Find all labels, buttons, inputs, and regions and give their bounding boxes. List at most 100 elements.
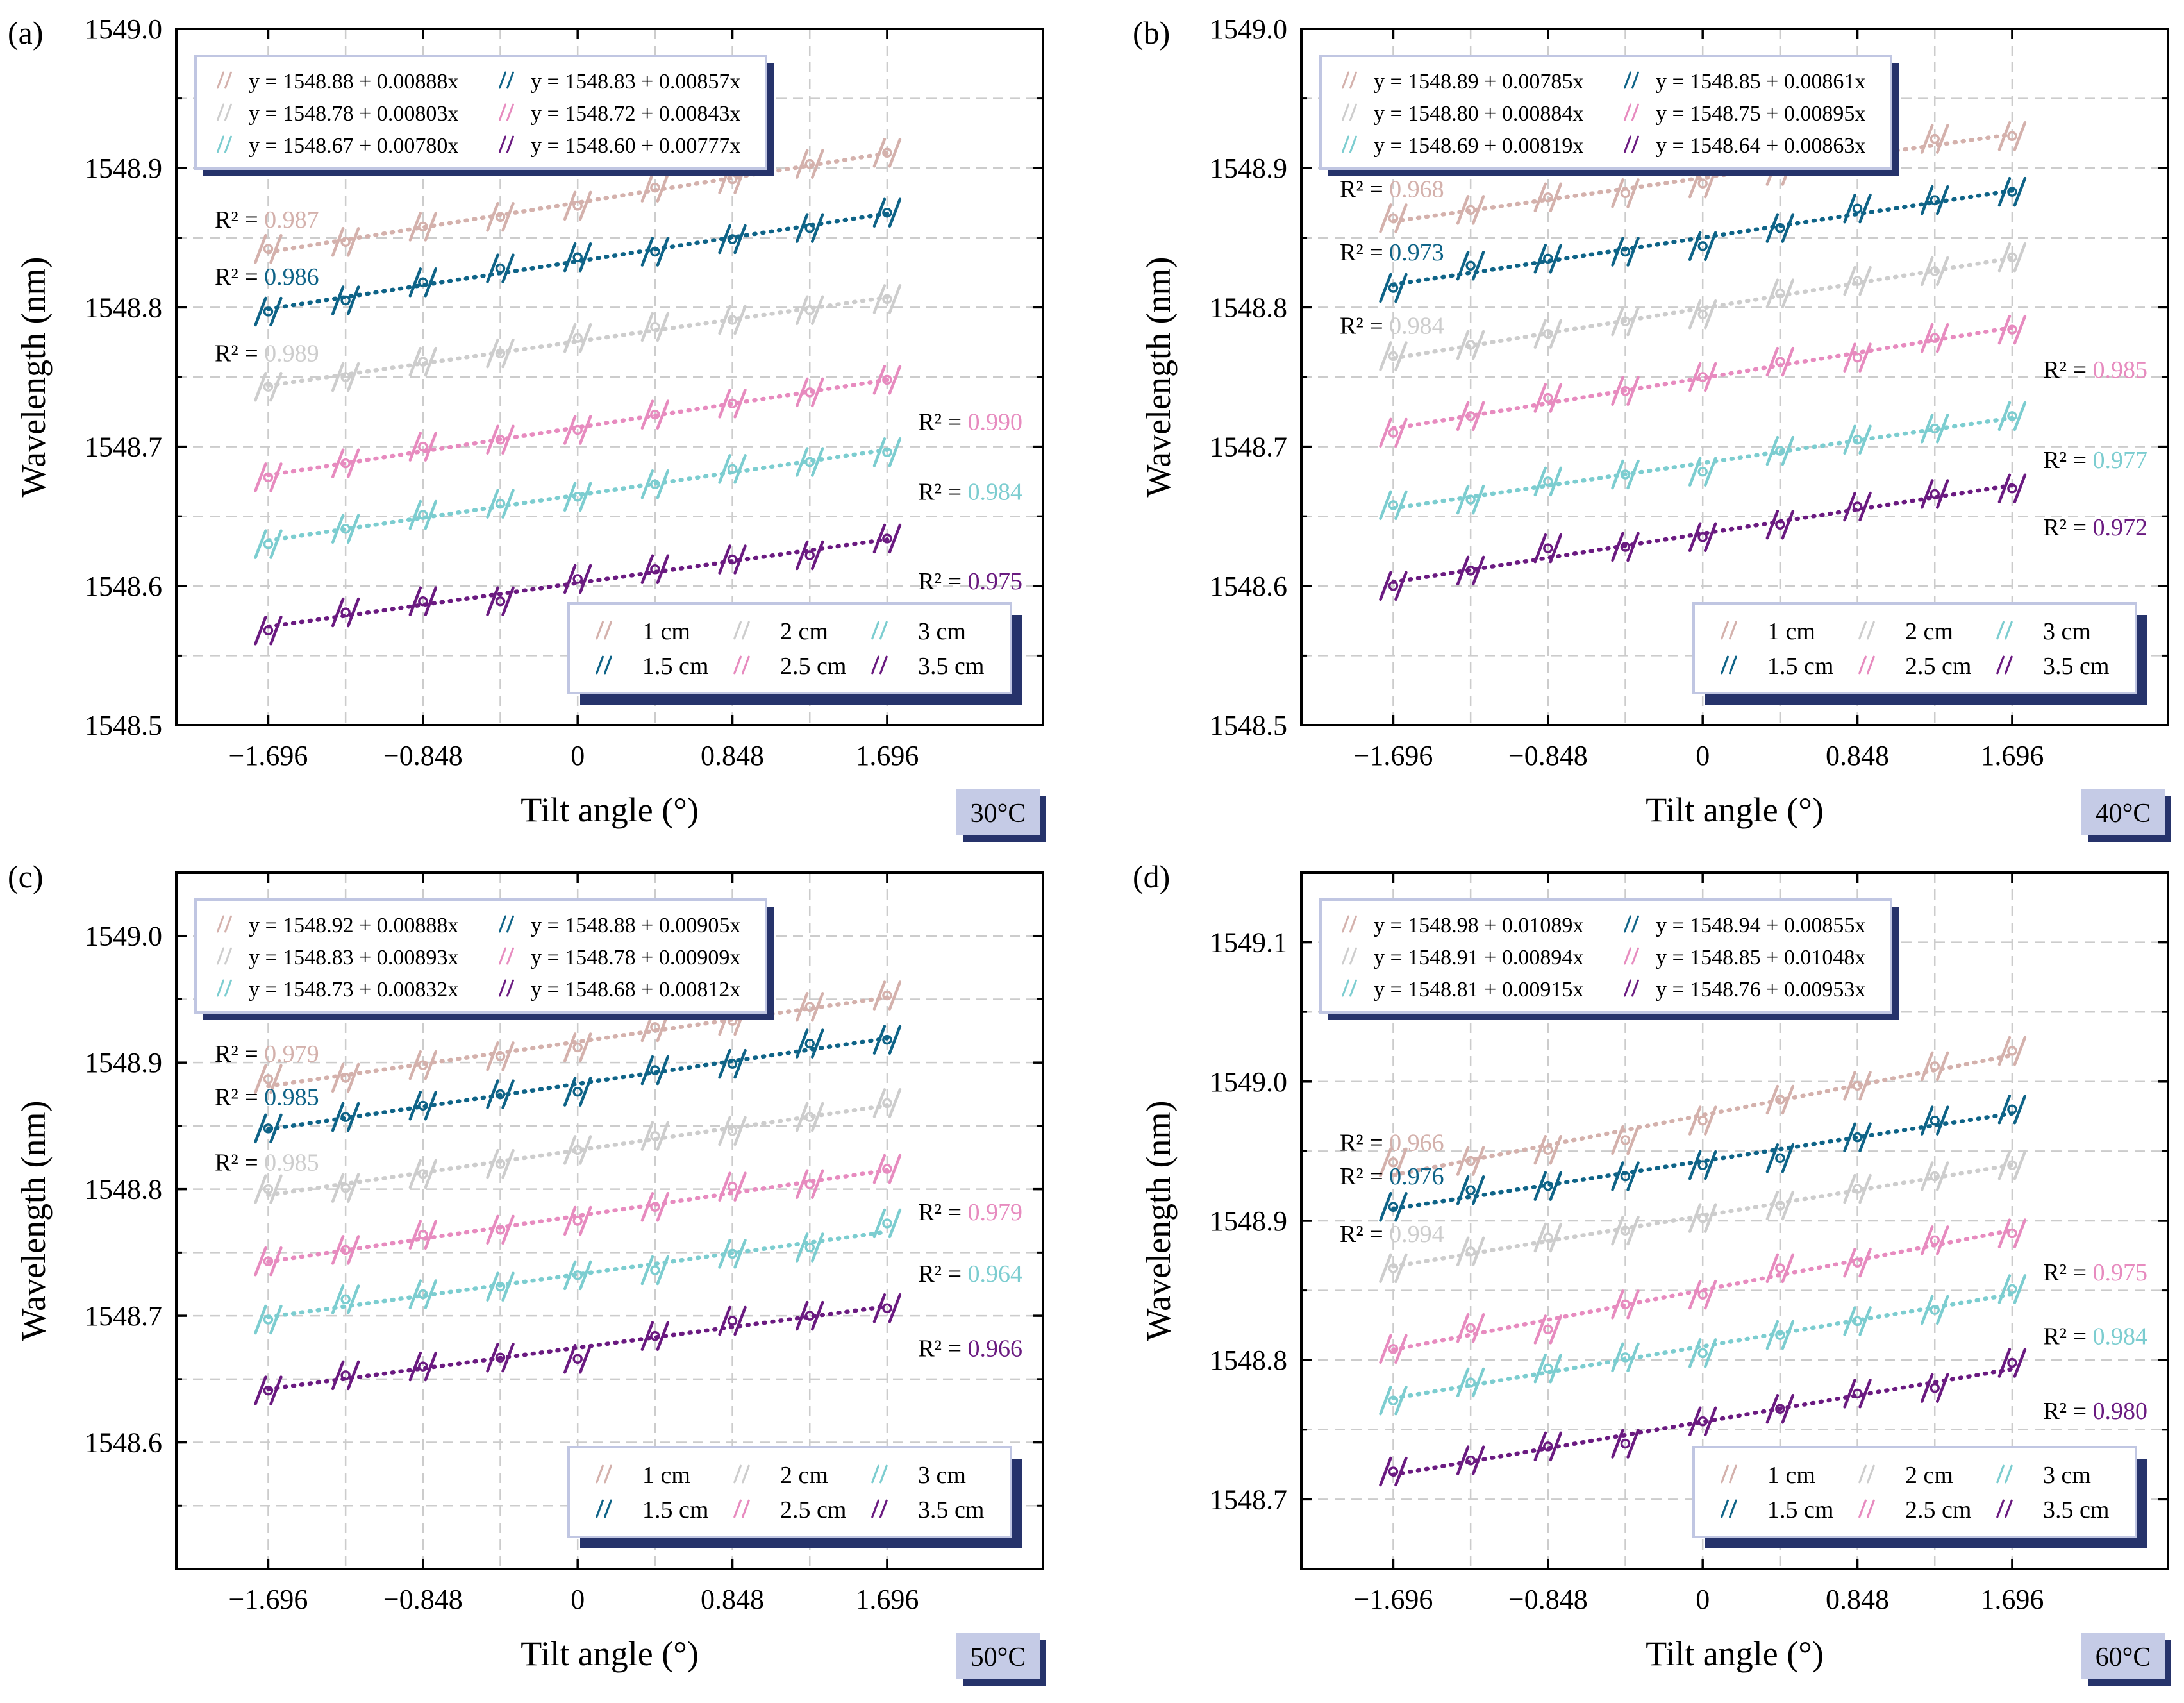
marker-circle xyxy=(804,457,815,467)
marker-stroke xyxy=(269,1375,283,1405)
marker-stroke xyxy=(408,1091,422,1121)
marker-stroke xyxy=(1858,193,1872,224)
legend-entry-label: 3 cm xyxy=(918,1462,966,1489)
marker-stroke xyxy=(1997,314,2012,345)
marker-circle xyxy=(1697,466,1708,477)
marker-stroke xyxy=(1997,401,2012,432)
data-point xyxy=(408,1279,438,1309)
marker-stroke xyxy=(1611,178,1624,208)
marker-circle xyxy=(1930,133,1940,144)
marker-circle xyxy=(2007,324,2017,335)
fit-equation: y = 1548.69 + 0.00819x xyxy=(1374,134,1583,158)
series-3.5cm: R² = 0.980 xyxy=(1379,1348,2147,1487)
marker-circle xyxy=(2007,131,2017,141)
panel-label: (c) xyxy=(8,859,44,894)
x-tick-label: −0.848 xyxy=(1508,740,1588,771)
data-point xyxy=(718,544,747,575)
r2-value: 0.972 xyxy=(2093,514,2148,541)
marker-stroke xyxy=(1533,1431,1547,1462)
r2-prefix: R² = xyxy=(215,264,264,290)
marker-stroke xyxy=(424,1351,438,1382)
marker-circle xyxy=(2007,1284,2017,1295)
marker-stroke xyxy=(1997,1036,2012,1066)
marker-stroke xyxy=(2013,1150,2027,1180)
data-point xyxy=(486,253,515,283)
marker-stroke xyxy=(1935,1105,1949,1136)
marker-stroke xyxy=(1765,1393,1780,1424)
data-point xyxy=(640,554,670,584)
legend-marker-stroke xyxy=(1728,1499,1737,1518)
marker-stroke xyxy=(795,295,809,325)
marker-circle xyxy=(650,1330,660,1341)
legend-marker-stroke xyxy=(1866,1499,1875,1518)
marker-stroke xyxy=(795,1028,809,1059)
marker-stroke xyxy=(346,227,360,257)
marker-circle xyxy=(650,564,660,575)
marker-circle xyxy=(882,990,892,1001)
marker-stroke xyxy=(1611,376,1624,406)
marker-circle xyxy=(727,554,738,565)
y-tick-label: 1548.5 xyxy=(85,710,162,741)
legend-marker-stroke xyxy=(2004,1499,2013,1518)
marker-stroke xyxy=(486,1041,499,1071)
data-point xyxy=(1379,1192,1408,1222)
marker-circle xyxy=(340,607,351,617)
legend-marker-stroke xyxy=(1342,103,1349,121)
marker-stroke xyxy=(331,1062,345,1093)
marker-stroke xyxy=(563,415,577,445)
marker-stroke xyxy=(656,1321,670,1351)
legend-marker-stroke xyxy=(1728,621,1737,640)
marker-stroke xyxy=(1611,1289,1624,1320)
data-point xyxy=(872,1088,902,1118)
marker-stroke xyxy=(1626,1125,1640,1155)
fit-equation: y = 1548.78 + 0.00803x xyxy=(249,102,458,126)
r2-prefix: R² = xyxy=(215,206,264,233)
data-point xyxy=(1843,491,1872,522)
marker-stroke xyxy=(1394,1456,1408,1487)
marker-stroke xyxy=(1379,1456,1392,1487)
legend-entry-label: 1.5 cm xyxy=(642,653,708,680)
legend-entry-label: 2.5 cm xyxy=(780,1497,846,1523)
legend-marker-stroke xyxy=(217,103,224,121)
marker-stroke xyxy=(1781,213,1795,243)
marker-circle xyxy=(340,1294,351,1305)
marker-stroke xyxy=(1379,417,1392,448)
y-axis-label: Wavelength (nm) xyxy=(14,1100,53,1341)
r2-label: R² = 0.977 xyxy=(2043,447,2147,474)
data-point xyxy=(1765,1143,1795,1173)
legend-marker-stroke xyxy=(596,1464,604,1484)
marker-stroke xyxy=(1781,1253,1795,1284)
fit-equation: y = 1548.91 + 0.00894x xyxy=(1374,946,1583,969)
marker-stroke xyxy=(408,212,422,242)
marker-stroke xyxy=(1379,1334,1392,1364)
x-tick-label: −1.696 xyxy=(1354,1584,1433,1615)
marker-stroke xyxy=(254,616,267,646)
marker-circle xyxy=(418,596,428,607)
r2-label: R² = 0.966 xyxy=(1340,1130,1444,1157)
marker-circle xyxy=(1852,203,1863,214)
data-point xyxy=(254,1246,283,1277)
data-point xyxy=(563,1077,592,1107)
marker-stroke xyxy=(578,242,592,273)
data-point xyxy=(1379,341,1408,371)
temperature-badge-box xyxy=(956,789,1040,835)
data-point xyxy=(486,1343,515,1373)
fit-equation: y = 1548.64 + 0.00863x xyxy=(1656,134,1865,158)
data-point xyxy=(1765,1190,1795,1221)
marker-circle xyxy=(1697,1289,1708,1300)
r2-prefix: R² = xyxy=(2043,357,2092,383)
r2-value: 0.986 xyxy=(264,264,319,290)
legend-marker-stroke xyxy=(1342,979,1349,997)
series-legend: 1 cm 2 cm 3 cm 1.5 cm 2.5 cm 3.5 cm xyxy=(1692,602,2147,705)
data-point xyxy=(640,1121,670,1151)
series-2.5cm: R² = 0.990 xyxy=(254,365,1022,492)
marker-stroke xyxy=(1611,1125,1624,1155)
marker-stroke xyxy=(1843,1247,1856,1278)
marker-stroke xyxy=(1920,414,1934,444)
marker-stroke xyxy=(501,424,515,455)
marker-circle xyxy=(1930,1305,1940,1315)
legend-marker-stroke xyxy=(1631,915,1639,933)
marker-stroke xyxy=(1997,1218,2012,1248)
r2-value: 0.966 xyxy=(1389,1130,1444,1157)
data-point xyxy=(1611,178,1640,208)
